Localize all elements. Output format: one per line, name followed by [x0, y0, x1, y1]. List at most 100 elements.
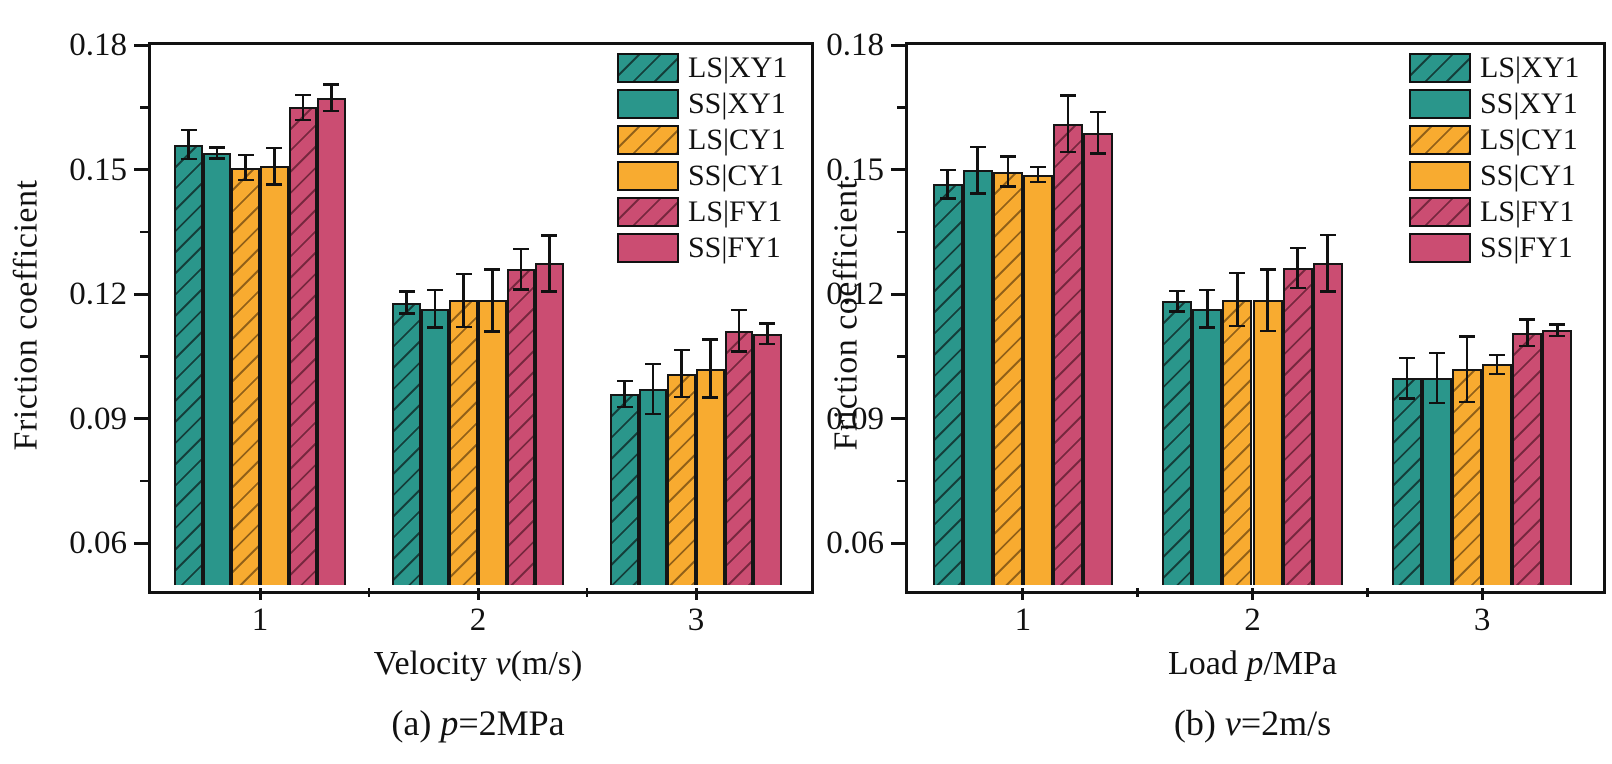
error-bar [244, 155, 247, 180]
error-bar-cap-top [969, 145, 986, 149]
error-bar [1296, 248, 1299, 288]
error-bar-cap-bottom [237, 178, 254, 182]
error-bar-cap-bottom [1398, 397, 1415, 400]
error-bar-cap-top [759, 322, 776, 325]
error-bar-cap-bottom [759, 342, 776, 346]
error-bar-cap-bottom [266, 183, 283, 186]
error-bar [680, 349, 683, 398]
error-bar-cap-bottom [541, 290, 558, 293]
error-bar-cap-top [512, 247, 529, 251]
y-minor-tick [897, 230, 905, 234]
error-bar-cap-top [180, 128, 197, 132]
y-minor-tick [140, 230, 148, 234]
error-bar [462, 273, 465, 328]
error-bar-cap-top [1259, 268, 1276, 271]
x-boundary-tick [1366, 588, 1369, 597]
error-bar-cap-top [1398, 356, 1415, 360]
x-tick-label: 3 [687, 602, 705, 638]
x-tick-label: 3 [1473, 602, 1491, 638]
error-bar-cap-bottom [1090, 152, 1107, 155]
error-bar [1006, 156, 1010, 187]
y-major-tick [134, 417, 148, 421]
legend-item: SS|FY1 [617, 232, 787, 264]
bar-g3-LS|CY1 [667, 373, 696, 585]
x-axis-title-b: Load p/MPa [905, 645, 1600, 683]
x-boundary-tick [585, 588, 589, 597]
error-bar-cap-bottom [1489, 372, 1506, 376]
error-bar [1465, 336, 1469, 403]
caption-a: (a) p=2MPa [148, 702, 808, 744]
error-bar [301, 94, 305, 120]
x-major-tick [1251, 588, 1254, 600]
error-bar [946, 170, 949, 199]
caption-a-pre: (a) [391, 703, 441, 743]
error-bar-cap-top [999, 155, 1016, 158]
error-bar [491, 269, 494, 332]
bar-g1-LS|XY1 [174, 144, 203, 585]
error-bar-cap-bottom [484, 330, 501, 333]
error-bar [737, 310, 741, 352]
x-major-tick [258, 588, 262, 600]
error-bar [405, 291, 408, 314]
caption-a-post: =2MPa [458, 703, 565, 743]
legend-label: SS|CY1 [1480, 159, 1577, 192]
y-major-tick [134, 292, 148, 296]
legend-label: LS|XY1 [688, 51, 788, 84]
y-major-tick [134, 168, 148, 172]
error-bar-cap-top [294, 93, 311, 97]
x-tick-label: 2 [1244, 602, 1261, 638]
x-major-tick [694, 588, 698, 600]
bar-g2-SS|XY1 [420, 308, 450, 585]
y-tick-label: 0.12 [69, 276, 127, 313]
bar-g2-SS|CY1 [1252, 300, 1283, 585]
y-major-tick [134, 43, 148, 47]
bar-g1-LS|FY1 [1052, 123, 1083, 585]
error-bar-cap-top [398, 290, 415, 293]
error-bar-cap-bottom [180, 157, 197, 161]
bar-g1-SS|XY1 [202, 153, 232, 585]
legend-label: LS|CY1 [688, 123, 786, 156]
legend-item: SS|CY1 [617, 160, 787, 192]
error-bar-cap-top [939, 168, 956, 172]
error-bar-cap-bottom [673, 395, 690, 399]
error-bar [273, 148, 276, 185]
legend-swatch [1409, 89, 1471, 119]
y-axis-title-wrap-b: Friction coefficient [824, 42, 868, 588]
legend-item: SS|XY1 [617, 88, 787, 120]
caption-a-var: p [440, 703, 459, 743]
error-bar [1556, 324, 1559, 337]
bar-g1-SS|CY1 [1022, 174, 1053, 585]
error-bar-cap-bottom [969, 192, 986, 195]
y-tick-label: 0.18 [826, 27, 884, 63]
legend-item: LS|FY1 [617, 196, 787, 228]
error-bar-cap-top [1229, 271, 1246, 275]
error-bar-cap-top [730, 308, 747, 312]
error-bar-cap-top [484, 268, 501, 271]
bar-g2-SS|FY1 [535, 263, 564, 585]
error-bar-cap-bottom [939, 197, 956, 200]
error-bar [548, 235, 551, 292]
error-bar [1066, 95, 1070, 153]
x-axis-title-a-pre: Velocity [373, 645, 496, 682]
error-bar-cap-top [266, 146, 283, 150]
error-bar-cap-top [1519, 318, 1536, 321]
x-boundary-tick [1136, 588, 1139, 597]
error-bar-cap-bottom [512, 288, 529, 291]
error-bar [1096, 111, 1100, 154]
x-boundary-tick [367, 588, 371, 597]
legend-label: SS|XY1 [1480, 87, 1578, 120]
x-tick-label: 1 [1014, 602, 1032, 638]
legend-label: SS|FY1 [1480, 231, 1573, 264]
legend-item: LS|CY1 [1409, 124, 1579, 156]
bar-g2-LS|XY1 [1162, 301, 1193, 585]
plot-area-b: 0.06 0.09 0.12 0.15 0.18 1 2 3 LS|XY1 SS|XY1 LS|CY… [826, 28, 1606, 637]
error-bar-cap-bottom [455, 325, 472, 329]
y-tick-label: 0.09 [826, 400, 884, 437]
error-bar-cap-bottom [1429, 401, 1446, 405]
x-axis-title-b-pre: Load [1167, 645, 1247, 682]
y-minor-tick [897, 479, 905, 483]
bar-g1-LS|CY1 [992, 171, 1023, 585]
error-bar-cap-bottom [1059, 150, 1076, 154]
caption-b-pre: (b) [1173, 703, 1225, 743]
error-bar-cap-top [323, 83, 340, 86]
